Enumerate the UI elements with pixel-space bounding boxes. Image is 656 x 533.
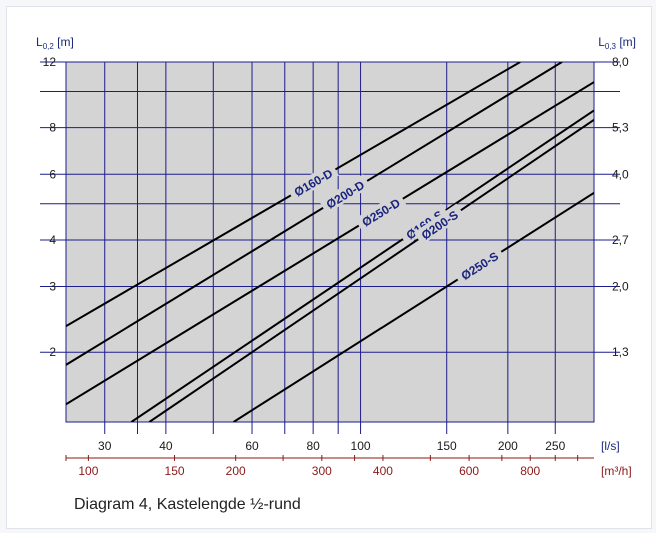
x-tick-label: 200 (498, 439, 518, 453)
m3h-tick-label: 150 (165, 464, 185, 478)
y-tick-label: 4 (49, 233, 56, 247)
x-tick-label: 250 (545, 439, 565, 453)
m3h-tick-label: 200 (226, 464, 246, 478)
x-axis-unit: [l/s] (601, 439, 620, 453)
y2-axis-title-unit: [m] (616, 35, 636, 49)
series-label-bg (453, 245, 506, 286)
x-tick-label: 40 (159, 439, 173, 453)
plot-area (66, 62, 594, 422)
series-line (130, 109, 594, 422)
series-label-bg (354, 191, 407, 232)
plot-border (65, 61, 595, 423)
y2-axis-title-main: L (598, 35, 605, 49)
y2-axis-title: L0,3 [m] (598, 35, 636, 51)
y2-tick-label: 2,7 (612, 233, 629, 247)
series-label-bg (318, 174, 371, 214)
m3h-tick-label: 400 (373, 464, 393, 478)
m3h-axis-unit: [m³/h] (601, 464, 632, 478)
series-line (66, 62, 563, 366)
series-label-bg (286, 162, 339, 202)
y2-tick-label: 5,3 (612, 121, 629, 135)
series-label-bg (398, 203, 450, 245)
y-tick-label: 8 (49, 121, 56, 135)
x-tick-label: 100 (351, 439, 371, 453)
m3h-axis (65, 455, 594, 461)
y-tick-label: 6 (49, 167, 56, 181)
y-tick-label: 2 (49, 345, 56, 359)
y2-axis-title-sub: 0,3 (605, 42, 617, 51)
x-tick-label: 30 (98, 439, 112, 453)
x-tick-label: 80 (306, 439, 320, 453)
y-tick-label: 3 (49, 280, 56, 294)
y2-tick-label: 1,3 (612, 345, 629, 359)
y-axis-title-main: L (36, 35, 43, 49)
series-label-bg (413, 203, 465, 246)
x-tick-label: 150 (437, 439, 457, 453)
y-tick-label: 12 (43, 55, 57, 69)
m3h-tick-label: 600 (459, 464, 479, 478)
series-line (148, 118, 594, 422)
series-line (232, 192, 594, 422)
y-axis-title-sub: 0,2 (43, 42, 55, 51)
y2-tick-label: 8,0 (612, 55, 629, 69)
y2-tick-label: 2,0 (612, 280, 629, 294)
m3h-tick-label: 100 (78, 464, 98, 478)
y-axis-title-unit: [m] (54, 35, 74, 49)
grid-lines (40, 61, 620, 434)
series-line (66, 81, 594, 406)
m3h-tick-label: 300 (312, 464, 332, 478)
m3h-tick-label: 800 (520, 464, 540, 478)
y2-tick-label: 4,0 (612, 167, 629, 181)
x-tick-label: 60 (245, 439, 259, 453)
y-axis-title: L0,2 [m] (36, 35, 74, 51)
figure-caption: Diagram 4, Kastelengde ½-rund (74, 496, 301, 513)
